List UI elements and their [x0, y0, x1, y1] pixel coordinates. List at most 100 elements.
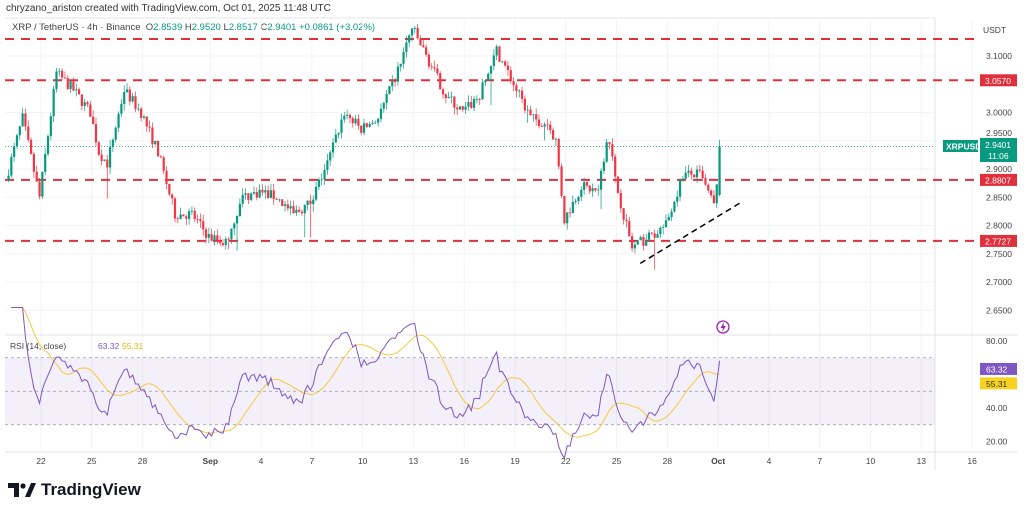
candle: [605, 138, 608, 163]
candle-body: [546, 124, 549, 126]
candle: [187, 208, 191, 225]
candle: [495, 44, 498, 60]
candle-body: [591, 188, 594, 192]
candle-body: [554, 138, 558, 140]
candle-body: [32, 153, 36, 172]
candle-body: [681, 178, 684, 180]
candle: [337, 132, 340, 139]
candle-body: [625, 219, 628, 222]
candle: [346, 109, 349, 120]
candle: [21, 107, 24, 128]
candle: [425, 44, 428, 57]
candle-body: [354, 118, 357, 124]
candle: [588, 184, 591, 195]
candle: [557, 137, 560, 170]
high-value: 2.9520: [191, 22, 221, 33]
candle: [272, 183, 275, 205]
candle: [704, 173, 707, 186]
candle: [532, 114, 535, 122]
candle-body: [396, 66, 400, 82]
countdown: 11:06: [988, 151, 1009, 161]
candle-body: [320, 179, 323, 181]
candle: [142, 114, 146, 120]
candle-body: [281, 199, 284, 206]
candle-body: [13, 146, 16, 157]
candle: [461, 105, 464, 112]
candle-body: [275, 198, 278, 200]
candle: [472, 96, 476, 112]
candle-body: [176, 218, 179, 220]
candle: [710, 189, 713, 198]
candle-body: [348, 114, 352, 119]
candle-body: [693, 174, 696, 178]
candle: [267, 185, 270, 199]
candle-body: [571, 202, 574, 213]
candle-body: [309, 200, 312, 205]
candle-body: [518, 90, 521, 92]
candle: [673, 200, 676, 213]
candle-body: [24, 113, 27, 127]
candle: [204, 227, 208, 244]
candle: [281, 199, 284, 207]
candle-body: [444, 94, 447, 99]
candle-body: [83, 102, 86, 106]
candle-body: [295, 209, 298, 214]
candle-body: [537, 119, 541, 126]
candle-body: [244, 193, 247, 195]
candle: [247, 192, 250, 205]
candle: [326, 153, 329, 175]
time-tick-label: 7: [309, 456, 314, 466]
price-tick-label: 3.1000: [986, 51, 1012, 61]
candle-body: [94, 124, 98, 143]
candle: [357, 114, 360, 130]
candle: [120, 99, 123, 117]
candle-body: [391, 81, 394, 87]
chart-credit: chryzano_ariston created with TradingVie…: [6, 3, 331, 14]
rsi-tick-label: 80.00: [986, 336, 1008, 346]
candle-body: [134, 96, 137, 109]
candle: [292, 200, 295, 215]
time-tick-label: 25: [87, 456, 97, 466]
close-label: C: [260, 22, 268, 33]
candle-body: [526, 109, 529, 111]
candle-body: [504, 61, 507, 66]
candle: [103, 159, 106, 162]
price-tick-label: 2.9000: [986, 164, 1012, 174]
candle: [171, 193, 174, 205]
candle-body: [645, 239, 648, 246]
candle-body: [357, 118, 360, 126]
candle-body: [382, 102, 385, 109]
candle-body: [193, 210, 196, 220]
candle-body: [27, 126, 30, 140]
candle-body: [63, 77, 67, 79]
rsi-ma-line: [11, 307, 720, 438]
rsi-legend-ma: 55.31: [122, 341, 144, 351]
candle: [684, 166, 687, 180]
candle-body: [162, 157, 165, 171]
candle: [616, 176, 620, 194]
candle-body: [362, 123, 366, 133]
candle-body: [204, 229, 208, 238]
alert-lightning-icon[interactable]: [716, 320, 730, 334]
candle-body: [106, 159, 109, 168]
rsi-tick-label: 40.00: [986, 403, 1008, 413]
symbol-name[interactable]: XRP / TetherUS · 4h · Binance: [12, 22, 141, 33]
candle-body: [563, 195, 566, 224]
candle-body: [196, 219, 199, 220]
candle-body: [662, 227, 665, 228]
candle-body: [18, 126, 21, 136]
candle-body: [317, 179, 320, 187]
candle: [207, 227, 210, 244]
candle: [410, 28, 414, 42]
candle: [695, 165, 699, 183]
candle: [467, 95, 470, 111]
tradingview-logo[interactable]: TradingView: [8, 480, 141, 500]
candle-body: [49, 116, 52, 137]
candle: [306, 200, 309, 211]
candle: [190, 206, 194, 216]
candle: [698, 164, 701, 173]
candle: [453, 96, 456, 115]
candle-body: [41, 171, 44, 197]
candle-body: [512, 81, 515, 86]
